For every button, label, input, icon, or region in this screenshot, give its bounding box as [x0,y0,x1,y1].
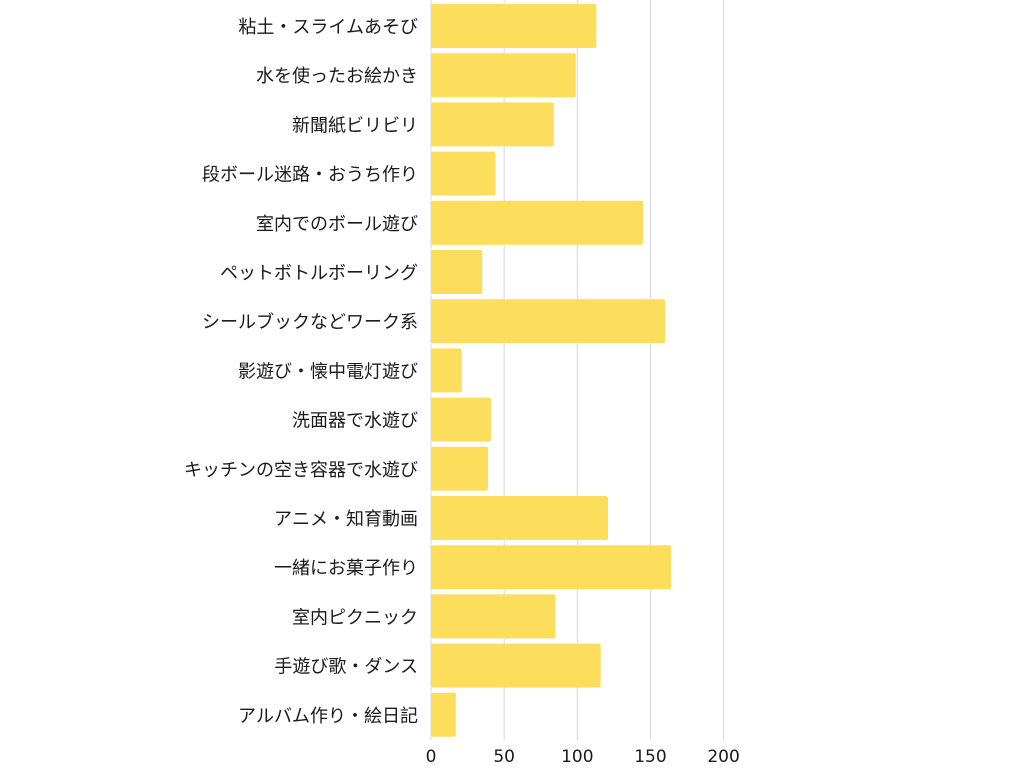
category-label: 室内でのボール遊び [256,214,418,235]
category-label: 手遊び歌・ダンス [274,657,418,678]
category-label: 粘土・スライムあそび [238,17,418,38]
category-label: 室内ピクニック [292,607,418,628]
x-tick-label: 200 [707,747,739,767]
bar-10 [431,496,609,540]
bar-2 [431,102,554,147]
bar-4 [431,200,644,245]
bar-0 [431,4,597,48]
bar-8 [431,397,491,442]
x-tick-label: 0 [426,747,437,767]
bar-6 [431,299,666,344]
category-label: アニメ・知育動画 [274,509,418,530]
category-label: 一緒にお菓子作り [274,558,418,579]
bar-9 [431,446,489,491]
category-labels: 粘土・スライムあそび水を使ったお絵かき新聞紙ビリビリ段ボール迷路・おうち作り室内… [184,17,418,727]
bars [431,4,671,737]
bar-5 [431,250,483,294]
bar-1 [431,53,576,98]
category-label: 段ボール迷路・おうち作り [202,165,418,186]
category-label: 洗面器で水遊び [292,411,418,432]
category-label: ペットボトルボーリング [220,263,418,284]
x-tick-label: 150 [634,747,666,767]
category-label: アルバム作り・絵日記 [238,706,418,727]
category-label: シールブックなどワーク系 [202,311,418,333]
bar-3 [431,151,496,196]
x-tick-label: 100 [561,747,593,767]
category-label: 影遊び・懐中電灯遊び [238,361,418,382]
bar-7 [431,348,462,393]
x-axis-tick-labels: 0 50 100 150 200 [426,747,740,767]
bar-12 [431,594,556,639]
bar-13 [431,643,601,688]
bar-14 [431,692,456,737]
bar-11 [431,545,671,590]
category-label: キッチンの空き容器で水遊び [184,460,418,481]
category-label: 新聞紙ビリビリ [292,115,418,136]
category-label: 水を使ったお絵かき [256,66,418,87]
x-tick-label: 50 [493,747,515,767]
